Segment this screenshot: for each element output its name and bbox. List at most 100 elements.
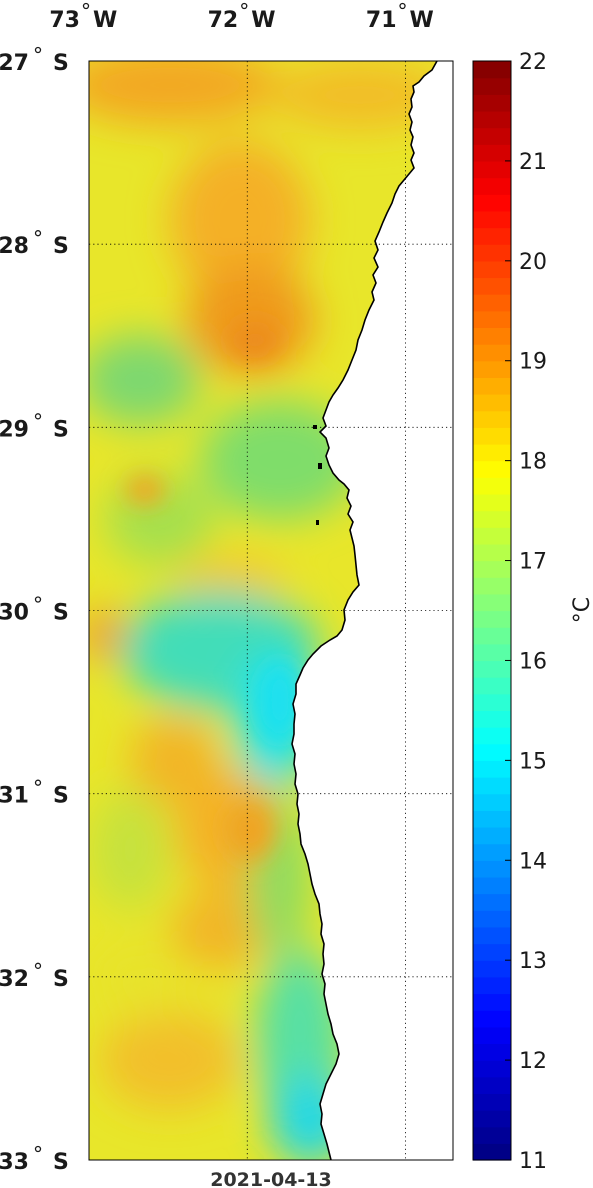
colorbar-swatch <box>473 993 511 1011</box>
colorbar-swatch <box>473 443 511 462</box>
colorbar-swatch <box>473 593 511 612</box>
colorbar-swatch <box>473 1026 511 1045</box>
longitude-labels: 73 W 72 W 71 W <box>49 2 434 33</box>
colorbar-swatch <box>473 1143 511 1161</box>
colorbar-swatch <box>473 893 511 911</box>
colorbar-swatch <box>473 77 511 95</box>
colorbar-swatch <box>473 1126 511 1144</box>
colorbar-tick-label: 20 <box>519 250 547 275</box>
colorbar-swatch <box>473 94 511 112</box>
colorbar-swatch <box>473 976 511 995</box>
colorbar-swatch <box>473 693 511 712</box>
colorbar-swatch <box>473 427 511 445</box>
colorbar-tick-label: 12 <box>519 1049 547 1074</box>
colorbar-swatch <box>473 410 511 428</box>
colorbar-swatch <box>473 61 511 79</box>
lat-tick-label: 29 S <box>0 413 69 442</box>
lat-tick-label: 32 S <box>0 962 69 992</box>
colorbar-swatch <box>473 710 511 728</box>
colorbar-swatch <box>473 943 511 961</box>
colorbar-swatch <box>473 610 511 628</box>
lat-degree-value: 30 <box>0 601 29 626</box>
lon-degree-value: 73 <box>49 8 80 33</box>
colorbar <box>473 61 511 1161</box>
colorbar-swatch <box>473 627 511 645</box>
lat-degree-value: 31 <box>0 784 29 809</box>
coastline <box>291 60 438 1161</box>
lon-hemisphere: W <box>93 8 117 33</box>
colorbar-swatch <box>473 760 511 778</box>
lat-degree-value: 33 <box>0 1150 29 1175</box>
colorbar-tick-label: 13 <box>519 949 547 974</box>
colorbar-swatch <box>473 244 511 262</box>
degree-symbol-icon <box>34 1145 42 1153</box>
colorbar-swatch <box>473 1093 511 1111</box>
colorbar-swatch <box>473 826 511 845</box>
degree-symbol-icon <box>399 2 406 10</box>
colorbar-swatch <box>473 144 511 162</box>
lat-hemisphere: S <box>53 234 69 259</box>
colorbar-swatch <box>473 344 511 362</box>
colorbar-swatch <box>473 227 511 245</box>
colorbar-swatch <box>473 793 511 811</box>
colorbar-swatch <box>473 493 511 512</box>
degree-symbol-icon <box>82 2 90 10</box>
colorbar-swatch <box>473 810 511 828</box>
colorbar-swatch <box>473 560 511 578</box>
colorbar-swatch <box>473 277 511 295</box>
colorbar-swatch <box>473 510 511 528</box>
degree-symbol-icon <box>34 413 42 420</box>
date-label: 2021-04-13 <box>210 1169 332 1188</box>
lat-tick-label: 28 S <box>0 230 69 259</box>
degree-symbol-icon <box>34 230 42 237</box>
lon-degree-value: 71 <box>366 8 397 33</box>
colorbar-swatch <box>473 677 511 695</box>
colorbar-tick-label: 17 <box>519 550 547 575</box>
lat-tick-label: 30 S <box>0 596 69 626</box>
lat-degree-value: 28 <box>0 234 29 259</box>
colorbar-frame <box>472 60 512 1161</box>
colorbar-swatch <box>473 643 511 662</box>
colorbar-swatch <box>473 660 511 678</box>
colorbar-swatch <box>473 727 511 745</box>
lon-hemisphere: W <box>410 8 434 33</box>
lat-hemisphere: S <box>53 51 69 76</box>
colorbar-tick-label: 16 <box>519 649 547 674</box>
colorbar-swatch <box>473 743 511 761</box>
lon-degree-value: 72 <box>208 8 239 33</box>
colorbar-swatch <box>473 577 511 595</box>
colorbar-swatch <box>473 960 511 978</box>
colorbar-swatch <box>473 860 511 878</box>
colorbar-swatch <box>473 1010 511 1028</box>
colorbar-tick-label: 21 <box>519 150 547 175</box>
colorbar-swatch <box>473 876 511 895</box>
colorbar-swatch <box>473 1110 511 1128</box>
coastal-islets <box>313 425 322 525</box>
colorbar-tick-labels: 11 12 13 14 15 16 17 18 19 20 21 22 <box>505 50 547 1174</box>
colorbar-swatch <box>473 477 511 495</box>
colorbar-tick-label: 18 <box>519 450 547 475</box>
lat-hemisphere: S <box>53 601 69 626</box>
colorbar-swatch <box>473 310 511 329</box>
lon-tick-label: 72 W <box>208 2 276 33</box>
colorbar-swatch <box>473 460 511 478</box>
degree-symbol-icon <box>34 962 42 969</box>
lat-degree-value: 29 <box>0 417 29 442</box>
colorbar-swatch <box>473 377 511 395</box>
lat-tick-label: 33 S <box>0 1145 69 1175</box>
colorbar-swatch <box>473 527 511 545</box>
colorbar-swatch <box>473 1060 511 1078</box>
colorbar-swatch <box>473 260 511 279</box>
lat-tick-label: 27 S <box>0 46 69 76</box>
colorbar-swatch <box>473 194 511 212</box>
degree-symbol-icon <box>241 2 248 10</box>
colorbar-swatch <box>473 926 511 945</box>
colorbar-swatch <box>473 127 511 145</box>
colorbar-swatch <box>473 1076 511 1094</box>
colorbar-swatch <box>473 210 511 229</box>
colorbar-swatch <box>473 1043 511 1061</box>
colorbar-swatch <box>473 777 511 795</box>
colorbar-swatch <box>473 177 511 195</box>
lon-hemisphere: W <box>251 8 275 33</box>
